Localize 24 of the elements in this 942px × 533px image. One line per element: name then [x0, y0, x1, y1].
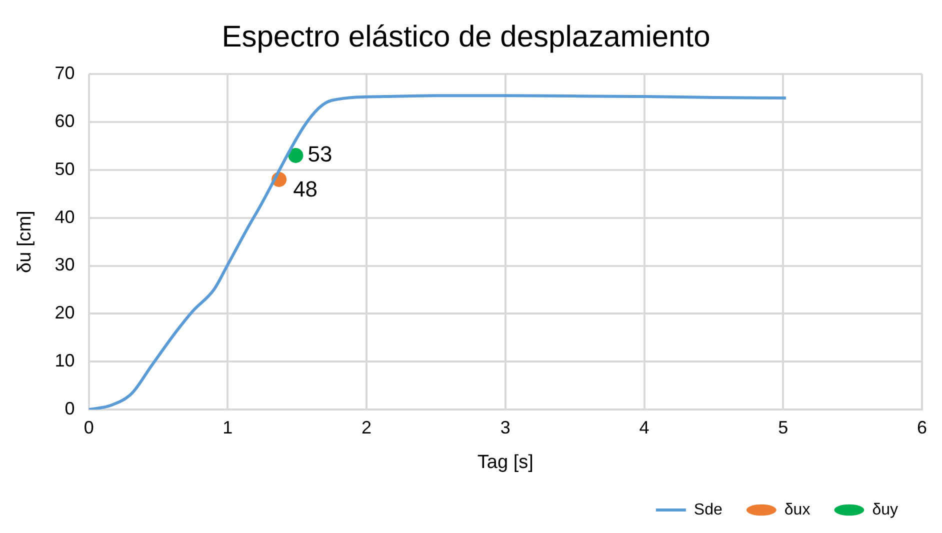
y-tick-label: 20	[54, 302, 75, 323]
x-tick-label: 5	[778, 417, 788, 438]
x-tick-label: 4	[639, 417, 650, 438]
y-tick-label: 60	[54, 110, 75, 131]
legend-label: δux	[784, 501, 810, 518]
legend-label: δuy	[872, 501, 898, 518]
y-axis-title: δu [cm]	[14, 210, 36, 273]
y-tick-label: 40	[54, 206, 75, 227]
y-tick-label: 0	[64, 398, 75, 419]
x-tick-label: 1	[222, 417, 233, 438]
y-tick-label: 10	[54, 350, 75, 371]
y-tick-label: 70	[54, 62, 75, 83]
x-tick-label: 6	[916, 417, 928, 438]
data-label: 48	[293, 176, 318, 202]
x-tick-label: 0	[84, 417, 94, 438]
y-tick-label: 30	[54, 254, 75, 275]
x-tick-label: 3	[500, 417, 510, 438]
x-tick-label: 2	[362, 417, 372, 438]
data-label: 53	[308, 142, 332, 167]
y-tick-label: 50	[54, 158, 75, 179]
chart-title: Espectro elástico de desplazamiento	[222, 20, 710, 54]
line-series	[88, 94, 788, 410]
legend-label: Sde	[694, 501, 722, 518]
x-axis-title: Tag [s]	[477, 452, 534, 473]
